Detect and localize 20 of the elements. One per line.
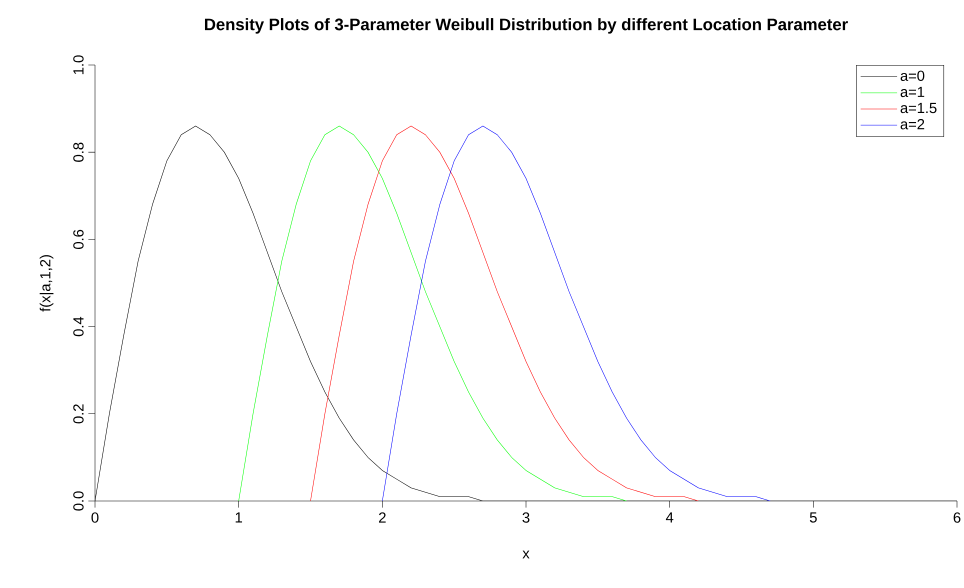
y-tick-label: 0.4 <box>73 316 84 336</box>
y-axis-title: f(x|a,1,2) <box>40 255 54 312</box>
x-tick-label: 0 <box>91 512 98 523</box>
x-tick-label: 3 <box>522 512 530 523</box>
legend-label: a=1.5 <box>900 102 937 114</box>
y-tick-label: 1.0 <box>73 55 84 74</box>
x-tick-label: 5 <box>810 512 817 523</box>
legend-label: a=1 <box>900 86 924 98</box>
y-tick-label: 0.0 <box>73 491 84 511</box>
x-tick-label: 1 <box>236 512 242 522</box>
x-tick-label: 6 <box>954 512 960 523</box>
x-tick-label: 2 <box>378 512 386 523</box>
x-tick-label: 4 <box>666 512 674 522</box>
chart-title: Density Plots of 3-Parameter Weibull Distribution by different Location Parameter <box>204 18 848 34</box>
legend-label: a=2 <box>900 119 924 130</box>
y-tick-label: 0.2 <box>73 404 84 424</box>
legend-label: a=0 <box>900 70 924 81</box>
y-tick-label: 0.6 <box>73 230 84 250</box>
x-axis-title: x <box>522 550 530 558</box>
y-tick-label: 0.8 <box>73 142 84 162</box>
